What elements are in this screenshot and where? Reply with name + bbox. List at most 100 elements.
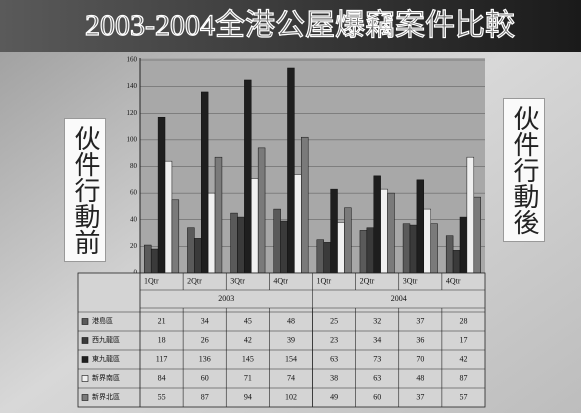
- table-value: 21: [158, 316, 166, 325]
- bar: [287, 67, 295, 274]
- y-tick-label: 80: [130, 162, 138, 170]
- bar: [337, 222, 345, 274]
- table-value: 38: [330, 373, 338, 382]
- bar: [244, 79, 252, 274]
- table-value: 102: [285, 392, 297, 401]
- table-value: 37: [416, 392, 424, 401]
- bar: [373, 175, 381, 274]
- bar: [251, 178, 259, 274]
- bar: [323, 242, 331, 274]
- table-value: 42: [244, 335, 252, 344]
- table-value: 87: [459, 373, 467, 382]
- bar: [144, 244, 152, 274]
- legend-label: 西九龍區: [92, 335, 120, 344]
- table-value: 34: [373, 335, 381, 344]
- title-band: [0, 0, 581, 52]
- bar: [380, 188, 388, 274]
- bar: [409, 224, 418, 274]
- table-value: 70: [416, 354, 424, 363]
- bar: [150, 248, 159, 274]
- chart-title: 2003-2004全港公屋爆竊案件比較: [85, 9, 515, 42]
- table-value: 60: [201, 373, 209, 382]
- table-value: 73: [373, 354, 381, 363]
- table-value: 32: [373, 316, 381, 325]
- table-value: 49: [330, 392, 338, 401]
- bar: [359, 230, 368, 274]
- bar: [445, 235, 454, 274]
- table-value: 84: [158, 373, 166, 382]
- bar: [257, 147, 266, 274]
- table-value: 45: [244, 316, 252, 325]
- bar: [366, 227, 374, 274]
- legend-label: 新界南區: [92, 373, 120, 382]
- table-value: 63: [373, 373, 381, 382]
- table-value: 36: [416, 335, 424, 344]
- side-label: 伙件行動前: [64, 118, 106, 262]
- table-value: 145: [242, 354, 254, 363]
- table-value: 17: [459, 335, 467, 344]
- legend-swatch: [81, 318, 89, 325]
- bar: [466, 156, 475, 274]
- legend-label: 港島區: [92, 316, 113, 325]
- legend-swatch: [81, 375, 89, 382]
- table-value: 18: [158, 335, 166, 344]
- bar: [430, 223, 438, 274]
- y-tick-label: 120: [127, 109, 138, 117]
- bar: [273, 208, 281, 274]
- table-value: 48: [287, 316, 295, 325]
- y-tick-label: 100: [127, 135, 138, 143]
- x-tick-label: 4Qtr: [273, 276, 288, 285]
- side-label: 伙件行動後: [503, 98, 545, 242]
- bar: [423, 208, 431, 274]
- bar: [157, 116, 166, 274]
- bar: [214, 156, 223, 274]
- legend-swatch: [81, 356, 89, 363]
- x-tick-label: 4Qtr: [446, 276, 461, 285]
- table-value: 74: [287, 373, 295, 382]
- bar: [416, 179, 425, 274]
- bar: [294, 174, 302, 274]
- y-tick-label: 20: [130, 242, 138, 250]
- table-value: 136: [199, 354, 211, 363]
- table-value: 39: [287, 335, 295, 344]
- y-tick-label: 140: [127, 82, 138, 90]
- x-tick-label: 2Qtr: [360, 276, 375, 285]
- bar: [459, 216, 468, 274]
- bar: [452, 250, 461, 274]
- x-tick-label: 3Qtr: [230, 276, 245, 285]
- table-value: 28: [459, 316, 467, 325]
- bar: [344, 207, 352, 274]
- table-value: 57: [459, 392, 467, 401]
- legend-swatch: [81, 337, 89, 344]
- x-tick-label: 1Qtr: [144, 276, 159, 285]
- table-value: 71: [244, 373, 252, 382]
- table-value: 154: [285, 354, 297, 363]
- table-value: 48: [416, 373, 424, 382]
- bar: [330, 188, 338, 274]
- bar: [316, 239, 324, 274]
- bar: [200, 91, 209, 274]
- bar: [473, 196, 481, 274]
- bar: [387, 192, 395, 274]
- legend-label: 東九龍區: [92, 354, 120, 363]
- group-label: 2004: [391, 294, 407, 303]
- bar: [207, 192, 216, 274]
- table-value: 55: [158, 392, 166, 401]
- table-value: 34: [201, 316, 209, 325]
- group-label: 2003: [218, 294, 234, 303]
- table-value: 63: [330, 354, 338, 363]
- bar: [230, 212, 238, 274]
- bar: [237, 216, 245, 274]
- bar: [171, 199, 180, 274]
- table-value: 26: [201, 335, 209, 344]
- legend-swatch: [81, 394, 89, 401]
- bar: [402, 223, 411, 274]
- table-value: 94: [244, 392, 252, 401]
- bar: [187, 227, 195, 274]
- legend-label: 新界北區: [92, 392, 120, 401]
- table-value: 60: [373, 392, 381, 401]
- data-table: [77, 272, 486, 408]
- table-value: 25: [330, 316, 338, 325]
